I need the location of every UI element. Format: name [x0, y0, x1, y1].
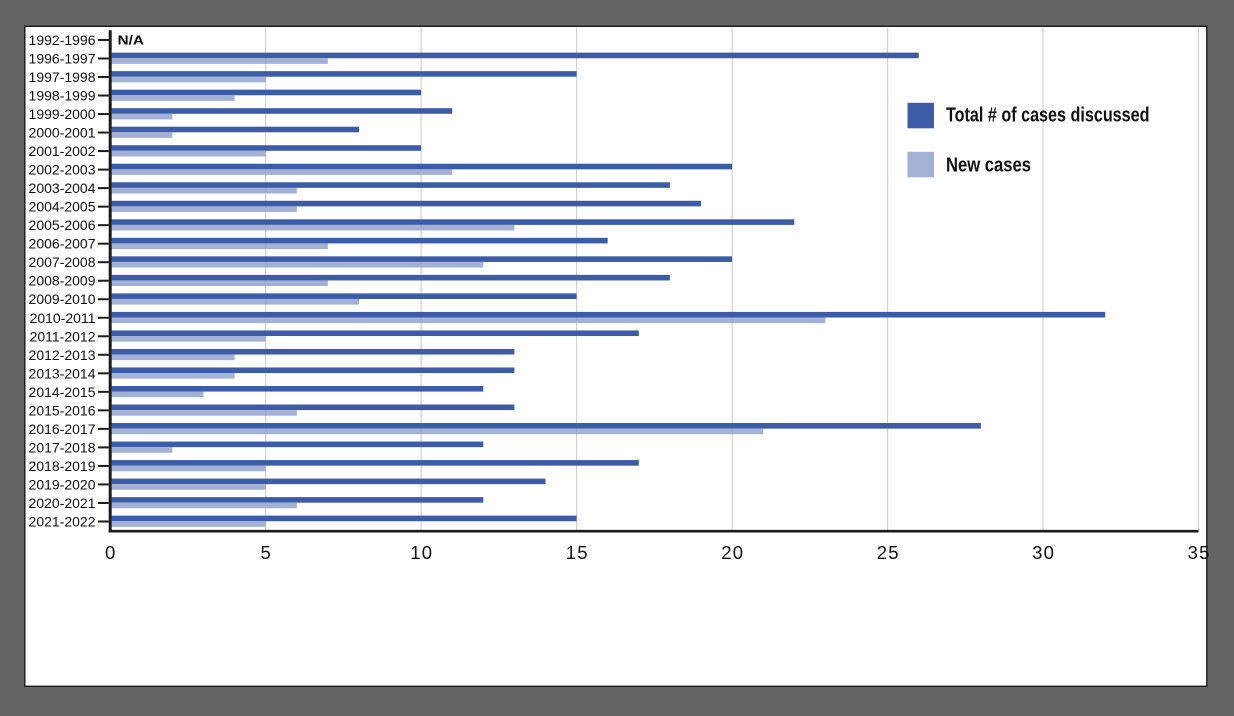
svg-text:2006-2007: 2006-2007 — [29, 236, 96, 252]
svg-text:35: 35 — [1188, 542, 1211, 563]
svg-text:1999-2000: 1999-2000 — [29, 106, 96, 122]
svg-text:Total # of cases discussed: Total # of cases discussed — [946, 104, 1150, 126]
svg-text:2008-2009: 2008-2009 — [29, 273, 96, 289]
svg-text:2018-2019: 2018-2019 — [29, 458, 96, 474]
svg-text:0: 0 — [105, 542, 117, 563]
svg-text:New cases: New cases — [946, 155, 1031, 177]
svg-text:2015-2016: 2015-2016 — [29, 402, 96, 418]
svg-text:2001-2002: 2001-2002 — [29, 143, 96, 159]
svg-text:25: 25 — [877, 542, 900, 563]
svg-text:2012-2013: 2012-2013 — [29, 347, 96, 363]
svg-text:2017-2018: 2017-2018 — [29, 439, 96, 455]
svg-text:1998-1999: 1998-1999 — [29, 88, 96, 104]
svg-text:20: 20 — [721, 542, 744, 563]
svg-text:1996-1997: 1996-1997 — [29, 50, 96, 66]
svg-text:2014-2015: 2014-2015 — [29, 384, 96, 400]
svg-text:2009-2010: 2009-2010 — [29, 291, 96, 307]
svg-text:N/A: N/A — [118, 32, 145, 47]
svg-text:10: 10 — [410, 542, 433, 563]
svg-text:2021-2022: 2021-2022 — [29, 513, 96, 529]
svg-text:2010-2011: 2010-2011 — [30, 310, 96, 326]
svg-text:2003-2004: 2003-2004 — [29, 180, 96, 196]
svg-text:2013-2014: 2013-2014 — [29, 365, 96, 381]
svg-text:2016-2017: 2016-2017 — [29, 421, 96, 437]
svg-text:2007-2008: 2007-2008 — [29, 254, 96, 270]
svg-text:1992-1996: 1992-1996 — [29, 32, 96, 48]
svg-text:2004-2005: 2004-2005 — [29, 199, 96, 215]
svg-text:30: 30 — [1032, 542, 1055, 563]
svg-text:2011-2012: 2011-2012 — [30, 328, 96, 344]
svg-text:5: 5 — [261, 542, 273, 563]
svg-text:2020-2021: 2020-2021 — [29, 495, 96, 511]
svg-text:1997-1998: 1997-1998 — [29, 69, 96, 85]
svg-text:2000-2001: 2000-2001 — [29, 125, 96, 141]
svg-text:15: 15 — [566, 542, 589, 563]
svg-text:2019-2020: 2019-2020 — [29, 476, 96, 492]
svg-text:2005-2006: 2005-2006 — [29, 217, 96, 233]
svg-text:2002-2003: 2002-2003 — [29, 162, 96, 178]
